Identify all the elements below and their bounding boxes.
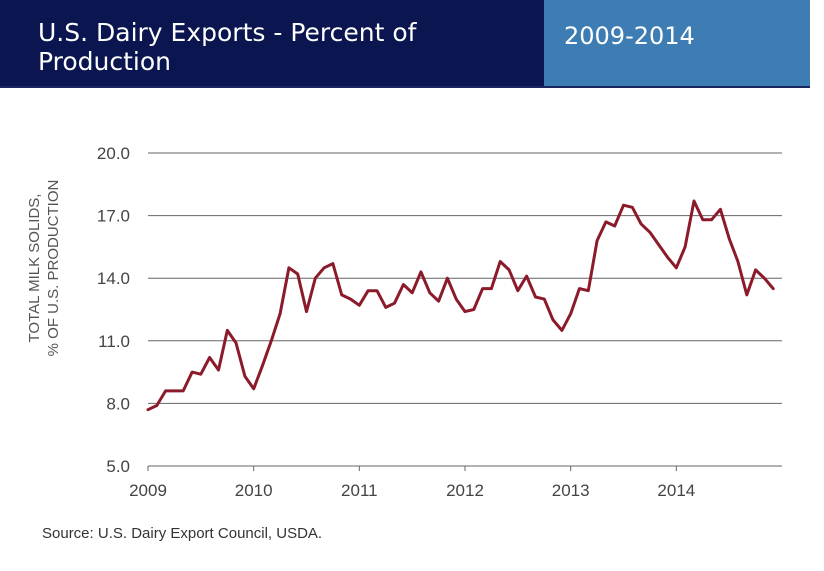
y-tick-label: 11.0 bbox=[98, 332, 130, 351]
header-banner: U.S. Dairy Exports - Percent of Producti… bbox=[0, 0, 810, 88]
y-axis-ticks: 5.0 8.0 11.0 14.0 17.0 20.0 bbox=[97, 144, 130, 476]
series-line-0 bbox=[146, 199, 775, 412]
x-tick-label: 2014 bbox=[657, 481, 695, 500]
y-tick-label: 20.0 bbox=[97, 144, 130, 163]
chart-title: U.S. Dairy Exports - Percent of Producti… bbox=[38, 18, 417, 76]
series-group bbox=[146, 199, 775, 412]
x-axis-ticks: 2009 2010 2011 2012 2013 2014 bbox=[129, 466, 695, 500]
y-tick-label: 5.0 bbox=[106, 457, 130, 476]
line-chart: 5.08.011.014.017.020.0 2009 2010 2011 2012 2… bbox=[26, 144, 782, 500]
y-axis-label-line-1: TOTAL MILK SOLIDS, bbox=[26, 194, 43, 343]
x-tick-label: 2013 bbox=[552, 481, 590, 500]
title-panel: U.S. Dairy Exports - Percent of Producti… bbox=[0, 0, 544, 86]
source-note: Source: U.S. Dairy Export Council, USDA. bbox=[42, 525, 323, 542]
x-tick-label: 2010 bbox=[235, 481, 273, 500]
y-tick-label: 8.0 bbox=[106, 394, 130, 413]
y-axis-label-line-2: % OF U.S. PRODUCTION bbox=[45, 180, 62, 357]
y-tick-label: 17.0 bbox=[97, 207, 130, 226]
date-range: 2009-2014 bbox=[564, 22, 695, 50]
y-tick-label: 14.0 bbox=[97, 269, 130, 288]
x-tick-label: 2009 bbox=[129, 481, 167, 500]
date-range-panel: 2009-2014 bbox=[544, 0, 810, 86]
x-tick-label: 2012 bbox=[446, 481, 484, 500]
x-tick-label: 2011 bbox=[341, 481, 378, 500]
